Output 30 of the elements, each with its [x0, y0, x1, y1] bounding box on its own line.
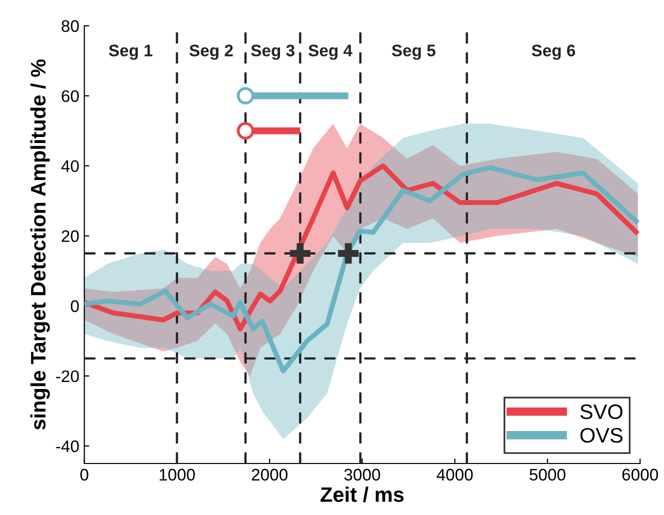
y-tick-label: 60 [62, 90, 79, 102]
point [338, 243, 359, 264]
legend-label: OVS [580, 428, 622, 443]
y-tick-label: 20 [62, 230, 79, 242]
legend-label: SVO [580, 404, 622, 420]
annotation: Seg 3 [251, 44, 294, 60]
x-tick-label: 1000 [160, 468, 195, 481]
annotation: Seg 4 [308, 44, 352, 60]
x-tick-label: 3000 [344, 468, 380, 481]
y-axis-title: single Target Detection Amplitude / % [30, 59, 50, 430]
line-series [84, 165, 640, 374]
x-tick-label: 6000 [622, 468, 658, 481]
x-tick-label: 2000 [252, 468, 288, 481]
line-series [84, 163, 640, 332]
point [236, 122, 254, 140]
y-tick-label: 80 [62, 20, 79, 32]
x-tick-label: 5000 [530, 468, 566, 481]
point [236, 87, 254, 104]
annotation: Seg 6 [532, 44, 576, 60]
y-tick-label: -20 [56, 370, 79, 382]
annotation: Seg 1 [108, 44, 152, 60]
x-tick-label: 0 [80, 468, 88, 481]
x-axis-title: Zeit / ms [320, 486, 404, 502]
annotation: Seg 5 [392, 44, 436, 60]
y-tick-label: -40 [56, 440, 79, 452]
x-tick-label: 4000 [436, 468, 473, 481]
point [290, 243, 310, 264]
y-tick-label: 0 [70, 300, 79, 312]
annotation: Seg 2 [189, 44, 233, 60]
y-tick-label: 40 [61, 160, 79, 172]
